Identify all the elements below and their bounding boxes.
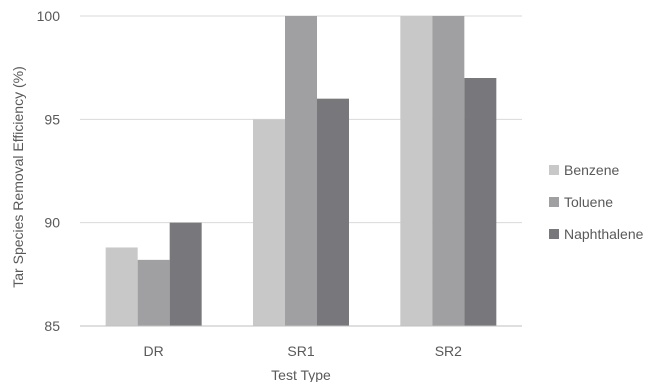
bars	[105, 16, 497, 327]
y-axis-title: Tar Species Removal Efficiency (%)	[10, 66, 26, 287]
y-tick-label: 100	[37, 8, 61, 24]
x-axis-title: Test Type	[271, 367, 331, 382]
legend-swatch-benzene	[549, 165, 559, 175]
bar-toluene-sr2	[432, 16, 465, 326]
bar-naphthalene-dr	[169, 222, 202, 326]
legend-swatch-naphthalene	[549, 229, 559, 239]
bar-naphthalene-sr1	[317, 98, 349, 327]
x-tick-label: SR1	[287, 343, 314, 359]
legend-swatch-toluene	[549, 197, 559, 207]
bar-toluene-sr1	[285, 16, 317, 326]
bar-naphthalene-sr2	[464, 78, 497, 326]
bar-benzene-sr1	[253, 119, 285, 326]
y-axis-ticks: 85 90 95 100	[37, 8, 61, 334]
x-tick-label: SR2	[435, 343, 462, 359]
x-axis-ticks: DR SR1 SR2	[144, 343, 463, 359]
bar-benzene-sr2	[400, 16, 433, 326]
bar-toluene-dr	[137, 259, 170, 326]
y-tick-label: 95	[44, 111, 60, 127]
legend-label-toluene: Toluene	[564, 194, 613, 210]
legend-label-naphthalene: Naphthalene	[564, 226, 644, 242]
bar-benzene-dr	[105, 247, 138, 326]
y-tick-label: 90	[44, 215, 60, 231]
legend: Benzene Toluene Naphthalene	[549, 162, 644, 242]
x-tick-label: DR	[144, 343, 164, 359]
y-tick-label: 85	[44, 318, 60, 334]
legend-label-benzene: Benzene	[564, 162, 619, 178]
